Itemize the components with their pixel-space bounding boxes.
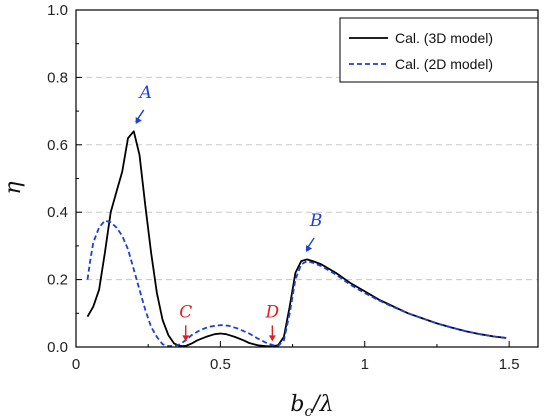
y-tick-label: 0.6 xyxy=(47,137,68,154)
x-tick-label: 1 xyxy=(361,356,369,373)
y-tick-label: 0.2 xyxy=(47,272,68,289)
annotation-label-a: A xyxy=(138,83,152,103)
y-axis-title: η xyxy=(1,181,26,194)
legend-label-2d: Cal. (2D model) xyxy=(395,56,493,72)
x-tick-label: 0 xyxy=(72,356,80,373)
legend-box xyxy=(339,17,539,83)
annotation-arrowhead-b xyxy=(306,245,313,253)
annotation-arrowhead-a xyxy=(135,117,142,124)
y-tick-label: 0.4 xyxy=(47,204,68,221)
annotation-arrowhead-d xyxy=(268,335,276,342)
y-tick-label: 0.8 xyxy=(47,69,68,86)
annotation-arrowhead-c xyxy=(182,335,190,342)
annotations: A B C D xyxy=(135,83,323,342)
x-tick-label: 1.5 xyxy=(499,356,520,373)
y-tick-label: 0.0 xyxy=(47,339,68,356)
axis-ticks: 0 0.5 1 1.5 0.0 0.2 0.4 0.6 0.8 1.0 xyxy=(47,2,519,373)
y-tick-label: 1.0 xyxy=(47,2,68,19)
series-line-3d xyxy=(86,130,507,348)
legend-label-3d: Cal. (3D model) xyxy=(395,30,493,46)
x-axis-title-sub: c xyxy=(304,404,312,419)
annotation-label-b: B xyxy=(309,211,323,231)
legend: Cal. (3D model) Cal. (2D model) xyxy=(339,17,539,83)
x-axis-title-rest: /λ xyxy=(310,392,333,417)
series-layer xyxy=(86,130,507,348)
series-line-2d xyxy=(86,219,507,347)
x-tick-label: 0.5 xyxy=(210,356,231,373)
annotation-label-d: D xyxy=(265,302,280,322)
annotation-label-c: C xyxy=(179,302,192,322)
x-axis-title: bc/λ xyxy=(290,392,333,419)
x-axis-title-main: b xyxy=(290,392,304,417)
